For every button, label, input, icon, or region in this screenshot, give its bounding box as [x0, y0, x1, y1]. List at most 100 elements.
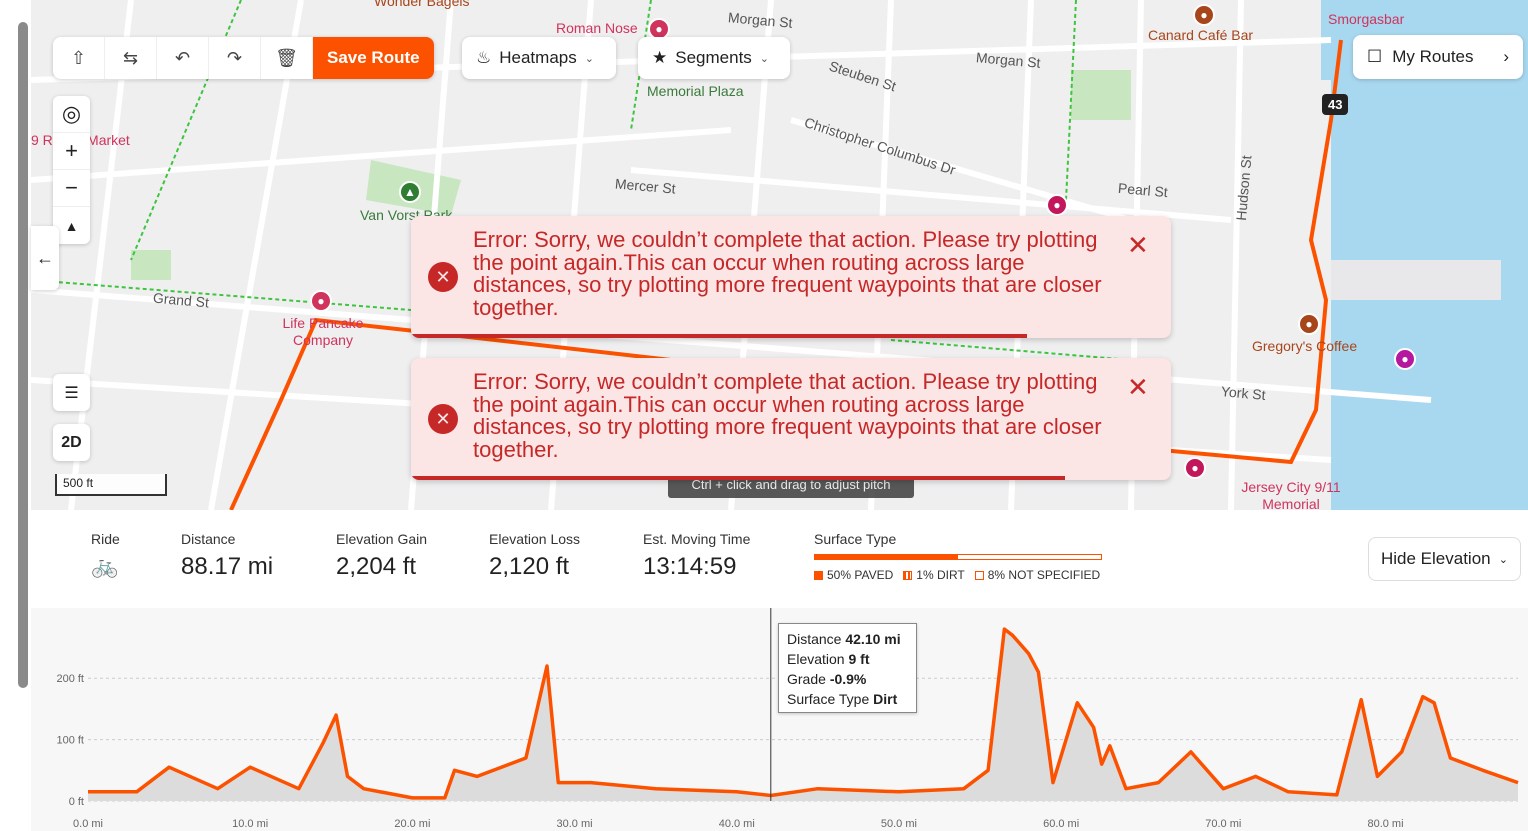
legend-unspecified: 8% NOT SPECIFIED	[974, 568, 1100, 582]
my-routes-label: My Routes	[1392, 47, 1474, 66]
segments-icon: ★	[652, 48, 668, 67]
error-message: Error: Sorry, we couldn’t complete that …	[473, 227, 1102, 320]
distance-label: Distance	[181, 531, 236, 547]
stat-moving-time: Est. Moving Time 13:14:59	[643, 531, 750, 581]
stat-elevation-gain: Elevation Gain 2,204 ft	[336, 531, 427, 581]
tooltip-grade: Grade -0.9%	[787, 671, 867, 687]
elevation-hover-tooltip: Distance 42.10 mi Elevation 9 ft Grade -…	[778, 623, 917, 713]
loss-value: 2,120 ft	[489, 553, 570, 580]
stat-ride: Ride 🚲	[91, 531, 120, 579]
surface-label: Surface Type	[814, 531, 897, 547]
compass-icon[interactable]: ▲	[64, 217, 79, 234]
chevron-down-icon: ⌄	[584, 52, 594, 65]
route-distance-marker: 43	[1322, 94, 1349, 115]
shop-icon[interactable]: ●	[1184, 457, 1206, 479]
segments-dropdown[interactable]: ★ Segments ⌄	[638, 37, 790, 79]
y-tick-label: 200 ft	[56, 673, 84, 685]
toast-timer-bar	[411, 476, 1065, 480]
x-tick-label: 30.0 mi	[557, 818, 593, 830]
heatmaps-label: Heatmaps	[499, 48, 577, 67]
x-tick-label: 40.0 mi	[719, 818, 755, 830]
close-icon[interactable]: ✕	[1127, 372, 1149, 402]
error-toast: ✕ Error: Sorry, we couldn’t complete tha…	[411, 216, 1171, 338]
error-message: Error: Sorry, we couldn’t complete that …	[473, 369, 1102, 462]
heatmap-icon: ♨	[476, 48, 492, 67]
cafe-icon[interactable]: ●	[1298, 313, 1320, 335]
tooltip-elevation: Elevation 9 ft	[787, 651, 870, 667]
arrow-left-icon: ←	[36, 247, 54, 268]
reverse-route-icon[interactable]: ⇆	[105, 37, 157, 79]
elevation-area	[88, 629, 1518, 801]
map-controls: ◎ + − ▲	[53, 96, 90, 244]
loss-label: Elevation Loss	[489, 531, 581, 547]
poi-label[interactable]: Life Pancake Company	[282, 315, 364, 348]
plaza-label: Memorial Plaza	[647, 83, 744, 99]
close-icon[interactable]: ✕	[1127, 230, 1149, 260]
stat-distance: Distance 88.17 mi	[181, 531, 273, 581]
y-tick-label: 0 ft	[69, 796, 84, 808]
distance-value: 88.17 mi	[181, 553, 274, 580]
undo-icon[interactable]: ↶	[157, 37, 209, 79]
error-icon: ✕	[428, 262, 458, 292]
ride-label: Ride	[91, 531, 120, 547]
theater-icon[interactable]: ●	[1394, 348, 1416, 370]
x-tick-label: 20.0 mi	[394, 818, 430, 830]
poi-label[interactable]: Smorgasbar	[1328, 11, 1405, 27]
surface-legend: 50% PAVED 1% DIRT 8% NOT SPECIFIED	[814, 568, 1100, 582]
chevron-down-icon: ⌄	[1498, 553, 1508, 566]
scrollbar-track[interactable]	[0, 0, 31, 831]
poi-label[interactable]: Gregory's Coffee	[1252, 338, 1358, 354]
surface-bar	[814, 554, 1102, 560]
legend-dirt: 1% DIRT	[903, 568, 965, 582]
gain-value: 2,204 ft	[336, 553, 417, 580]
locate-icon[interactable]: ◎	[53, 96, 90, 133]
x-tick-label: 10.0 mi	[232, 818, 268, 830]
trash-icon[interactable]: 🗑	[261, 37, 313, 79]
x-tick-label: 80.0 mi	[1367, 818, 1403, 830]
map-scale: 500 ft	[55, 474, 167, 496]
x-tick-label: 0.0 mi	[73, 818, 103, 830]
view-mode-toggle[interactable]: 2D	[53, 424, 90, 461]
bookmark-icon: ☐	[1367, 47, 1383, 66]
zoom-out-icon[interactable]: −	[53, 170, 90, 207]
zoom-in-icon[interactable]: +	[53, 133, 90, 170]
x-tick-label: 60.0 mi	[1043, 818, 1079, 830]
scrollbar-thumb[interactable]	[18, 22, 28, 688]
gain-label: Elevation Gain	[336, 531, 428, 547]
tooltip-surface: Surface Type Dirt	[787, 691, 898, 707]
bike-icon: 🚲	[91, 553, 119, 578]
park-tree-icon: ▲	[399, 181, 421, 203]
hide-elevation-label: Hide Elevation	[1381, 549, 1491, 568]
shop-icon[interactable]: ●	[1046, 194, 1068, 216]
hide-elevation-button[interactable]: Hide Elevation ⌄	[1368, 537, 1521, 581]
segments-label: Segments	[675, 48, 752, 67]
poi-label[interactable]: Roman Nose	[556, 20, 638, 36]
legend-paved: 50% PAVED	[814, 568, 893, 582]
error-icon: ✕	[428, 404, 458, 434]
route-stats-bar: Ride 🚲 Distance 88.17 mi Elevation Gain …	[31, 510, 1528, 608]
tooltip-distance: Distance 42.10 mi	[787, 631, 901, 647]
y-tick-label: 100 ft	[56, 735, 84, 747]
poi-label[interactable]: Canard Café Bar	[1148, 27, 1254, 43]
x-tick-label: 50.0 mi	[881, 818, 917, 830]
poi-label[interactable]: Wonder Bagels	[374, 0, 470, 9]
redo-icon[interactable]: ↷	[209, 37, 261, 79]
heatmaps-dropdown[interactable]: ♨ Heatmaps ⌄	[462, 37, 616, 79]
chevron-down-icon: ⌄	[759, 52, 770, 65]
cafe-icon[interactable]: ●	[1193, 4, 1215, 26]
poi-label[interactable]: Jersey City 9/11 Memorial	[1241, 479, 1341, 510]
save-route-button[interactable]: Save Route	[313, 37, 434, 79]
restaurant-icon[interactable]: ●	[310, 290, 332, 312]
error-toast: ✕ Error: Sorry, we couldn’t complete tha…	[411, 358, 1171, 480]
surface-paved-fill	[815, 555, 958, 559]
layers-icon[interactable]: ☰	[53, 374, 90, 411]
my-routes-button[interactable]: ☐ My Routes ›	[1353, 35, 1523, 79]
time-value: 13:14:59	[643, 553, 737, 580]
route-toolbar: ⇧ ⇆ ↶ ↷ 🗑 Save Route	[53, 37, 434, 79]
time-label: Est. Moving Time	[643, 531, 751, 547]
x-tick-label: 70.0 mi	[1205, 818, 1241, 830]
upload-icon[interactable]: ⇧	[53, 37, 105, 79]
collapse-panel-button[interactable]: ←	[31, 226, 59, 290]
toast-timer-bar	[411, 334, 1027, 338]
